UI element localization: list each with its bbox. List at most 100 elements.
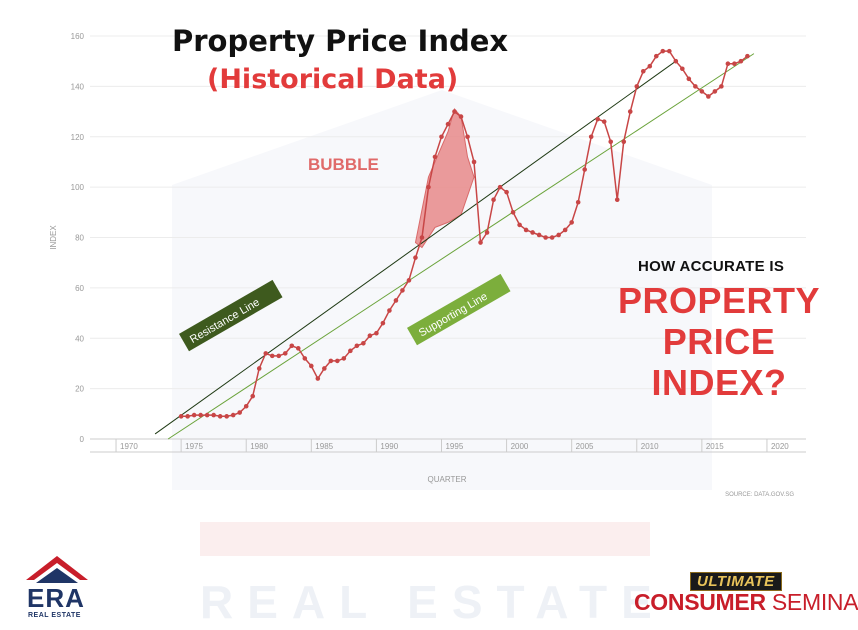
data-point xyxy=(693,84,698,89)
data-point xyxy=(667,48,672,54)
bubble-label: BUBBLE xyxy=(308,155,379,174)
resistance-label-bg xyxy=(179,279,283,352)
data-point xyxy=(719,84,724,89)
x-tick-label: 1975 xyxy=(185,442,203,451)
era-logo-subtitle: REAL ESTATE xyxy=(28,612,81,619)
data-point xyxy=(335,358,340,364)
data-point xyxy=(536,232,542,238)
x-tick-label: 2015 xyxy=(706,442,724,451)
data-point xyxy=(673,58,679,64)
data-point xyxy=(367,333,373,339)
data-point xyxy=(640,68,646,74)
question-big: PROPERTY PRICE INDEX? xyxy=(604,280,834,403)
data-point xyxy=(374,330,379,336)
data-point xyxy=(601,119,607,124)
y-tick-label: 120 xyxy=(71,133,85,142)
data-point xyxy=(263,351,269,356)
data-point xyxy=(452,109,457,114)
x-tick-label: 1980 xyxy=(250,442,268,451)
data-point xyxy=(224,414,229,419)
question-line-3: INDEX? xyxy=(651,362,787,403)
data-point xyxy=(647,63,653,69)
supporting-label-bg xyxy=(407,273,511,346)
x-tick-label: 1995 xyxy=(445,442,463,451)
source-note: SOURCE: DATA.GOV.SG xyxy=(725,492,794,498)
data-point xyxy=(699,89,705,94)
data-point xyxy=(491,197,496,203)
data-point xyxy=(471,159,477,165)
y-tick-label: 0 xyxy=(80,435,85,444)
data-point xyxy=(614,197,620,203)
data-point xyxy=(556,232,561,238)
data-point xyxy=(322,366,327,371)
data-point xyxy=(432,154,438,160)
y-tick-label: 60 xyxy=(75,284,84,293)
y-tick-label: 20 xyxy=(75,385,84,394)
data-point xyxy=(217,414,223,419)
data-point xyxy=(328,358,334,364)
data-point xyxy=(582,167,587,172)
data-point xyxy=(706,94,711,99)
era-house-logo-icon xyxy=(26,556,88,583)
data-point xyxy=(230,412,236,418)
x-tick-label: 2010 xyxy=(641,442,659,451)
data-point xyxy=(289,343,295,349)
data-point xyxy=(185,414,190,419)
data-point xyxy=(732,61,737,67)
data-point xyxy=(406,278,412,283)
data-point xyxy=(445,121,451,127)
x-tick-label: 2020 xyxy=(771,442,789,451)
data-point xyxy=(517,222,522,228)
question-line-2: PRICE xyxy=(662,321,776,362)
chart-panel: 0 20 40 60 80 100 120 140 160 1970 1975 1980 1985 199… xyxy=(12,20,846,505)
x-axis-label: QUARTER xyxy=(428,475,467,484)
data-point xyxy=(738,58,744,64)
data-point xyxy=(608,139,614,145)
question-small: HOW ACCURATE IS xyxy=(638,258,785,275)
data-point xyxy=(660,48,666,54)
watermark-house-shape xyxy=(172,90,712,490)
data-point xyxy=(400,288,405,293)
data-point xyxy=(634,84,640,89)
data-point xyxy=(354,343,360,349)
supporting-line xyxy=(167,53,755,440)
data-point xyxy=(510,210,516,215)
data-point xyxy=(309,363,314,369)
data-point xyxy=(413,255,418,260)
data-point xyxy=(478,240,483,245)
data-point xyxy=(191,412,197,418)
data-point xyxy=(341,356,347,361)
data-point xyxy=(211,412,216,418)
footer-band xyxy=(200,522,650,556)
data-point xyxy=(204,412,210,418)
y-tick-label: 80 xyxy=(75,234,84,243)
data-point xyxy=(302,356,308,361)
data-point xyxy=(419,235,425,240)
data-point xyxy=(243,403,249,409)
data-point xyxy=(198,412,203,418)
data-point xyxy=(276,353,282,359)
data-point xyxy=(282,351,288,356)
x-tick-label: 1970 xyxy=(120,442,138,451)
series-line xyxy=(181,50,748,418)
y-tick-label: 160 xyxy=(71,32,85,41)
data-point xyxy=(653,53,659,59)
data-point xyxy=(465,134,470,140)
x-tick-label: 2000 xyxy=(511,442,529,451)
data-point xyxy=(686,76,692,82)
data-point xyxy=(348,348,353,354)
data-point xyxy=(380,320,386,326)
data-point xyxy=(680,66,685,72)
bubble-region xyxy=(414,108,475,249)
data-point xyxy=(458,114,464,119)
x-tick-label: 1990 xyxy=(380,442,398,451)
data-point xyxy=(269,353,275,359)
data-point xyxy=(484,230,490,235)
data-point xyxy=(439,134,444,140)
y-tick-label: 100 xyxy=(71,183,85,192)
data-point xyxy=(627,109,633,114)
data-point xyxy=(543,235,548,240)
data-point xyxy=(621,139,627,145)
data-point xyxy=(178,414,184,419)
